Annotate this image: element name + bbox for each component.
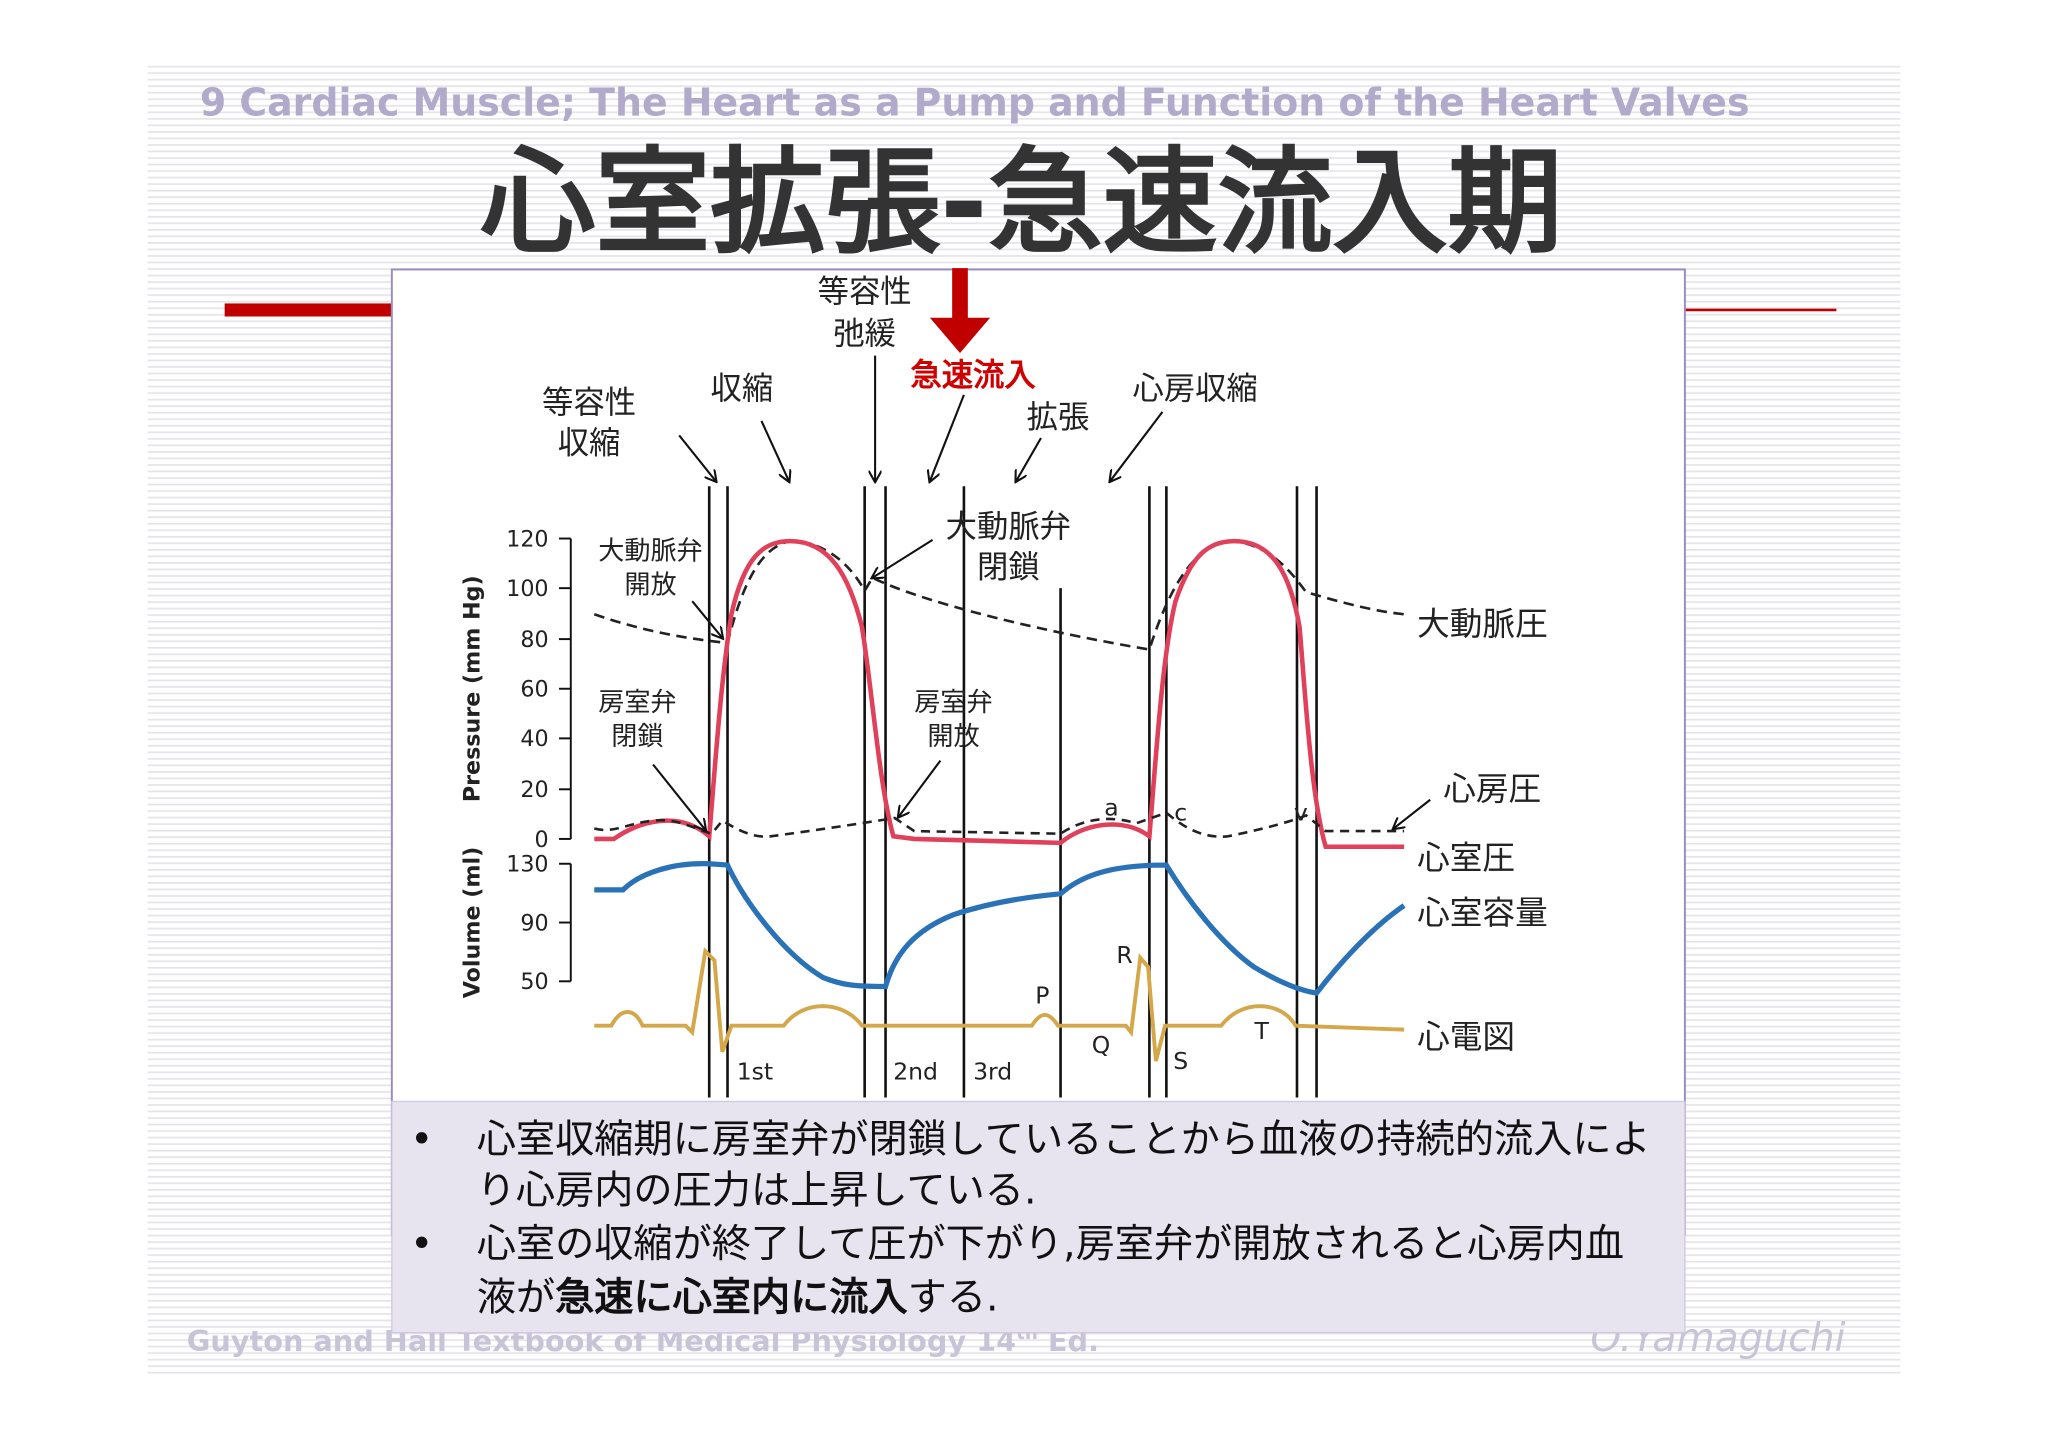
phase-arrows xyxy=(678,355,1164,481)
valve-label: 房室弁 xyxy=(598,688,676,718)
curve-label: 大動脈圧 xyxy=(1417,605,1548,643)
phase-label: 等容性 xyxy=(542,385,636,421)
valve-label: 房室弁 xyxy=(914,688,992,718)
bullet-marker: • xyxy=(410,1222,433,1267)
valve-label: 開放 xyxy=(624,570,676,600)
phase-label: 収縮 xyxy=(711,371,774,407)
heart-sound-label: 3rd xyxy=(973,1057,1012,1085)
bullet-text: 液が急速に心室内に流入する. xyxy=(477,1275,999,1320)
valve-label: 大動脈弁 xyxy=(946,509,1071,545)
curve-label: 心室圧 xyxy=(1417,839,1515,877)
y-axis-title: Pressure (mm Hg) xyxy=(459,575,485,802)
wave-letter: v xyxy=(1294,799,1308,827)
wave-letter: P xyxy=(1035,982,1049,1010)
phase-label: 弛緩 xyxy=(833,316,896,352)
y-tick-label: 40 xyxy=(520,726,548,752)
y-tick-label: 80 xyxy=(520,627,548,653)
figure-frame xyxy=(390,268,1686,1236)
phase-label: 急速流入 xyxy=(910,358,1036,394)
ventricular-pressure-curve xyxy=(594,538,1405,850)
y-tick-label: 0 xyxy=(534,827,548,853)
ecg-curve xyxy=(594,947,1405,1062)
y-tick-label: 50 xyxy=(520,969,548,995)
valve-arrows xyxy=(652,538,1431,830)
phase-label: 拡張 xyxy=(1027,400,1090,436)
y-tick-label: 20 xyxy=(520,777,548,803)
ventricular-volume-curve xyxy=(594,861,1406,996)
axes xyxy=(559,537,572,983)
valve-label: 大動脈弁 xyxy=(598,536,702,566)
bullet-text: 心室収縮期に房室弁が閉鎖していることから血液の持続的流入によ xyxy=(477,1117,1651,1162)
heart-sound-label: 2nd xyxy=(893,1057,938,1085)
wave-letter: a xyxy=(1104,793,1118,821)
subtitle: 9 Cardiac Muscle; The Heart as a Pump an… xyxy=(200,80,1750,124)
bullet-box xyxy=(391,1100,1686,1334)
y-axis-title: Volume (ml) xyxy=(459,847,485,999)
wave-letter: R xyxy=(1116,941,1132,969)
bullet-marker: • xyxy=(410,1117,433,1162)
curve-label: 心房圧 xyxy=(1443,770,1541,808)
aortic-pressure-curve xyxy=(593,539,1405,652)
valve-label: 開放 xyxy=(927,722,979,752)
wave-letter: S xyxy=(1173,1047,1188,1075)
bullet-text: 心室の収縮が終了して圧が下がり,房室弁が開放されると心房内血 xyxy=(477,1222,1624,1267)
phase-label: 収縮 xyxy=(558,426,621,462)
phase-label: 等容性 xyxy=(818,274,912,310)
curve-label: 心電図 xyxy=(1417,1018,1515,1056)
valve-label: 閉鎖 xyxy=(611,722,663,752)
y-tick-label: 120 xyxy=(506,526,548,552)
y-tick-label: 100 xyxy=(506,576,548,602)
phase-label: 心房収縮 xyxy=(1132,371,1257,407)
phase-lines xyxy=(707,486,1318,1098)
heart-sound-label: 1st xyxy=(737,1057,773,1085)
wave-letter: c xyxy=(1174,799,1187,827)
y-tick-label: 130 xyxy=(506,852,548,878)
y-tick-label: 90 xyxy=(520,910,548,936)
wave-letter: Q xyxy=(1092,1031,1111,1059)
highlight-arrow xyxy=(929,268,991,354)
valve-label: 閉鎖 xyxy=(977,550,1040,586)
title: 心室拡張-急速流入期 xyxy=(480,136,1562,270)
y-tick-label: 60 xyxy=(520,677,548,703)
curve-label: 心室容量 xyxy=(1417,894,1548,932)
bullet-text: り心房内の圧力は上昇している. xyxy=(477,1168,1037,1213)
atrial-pressure-curve xyxy=(593,811,1405,838)
wave-letter: T xyxy=(1254,1017,1270,1045)
accent-bar xyxy=(224,303,395,317)
